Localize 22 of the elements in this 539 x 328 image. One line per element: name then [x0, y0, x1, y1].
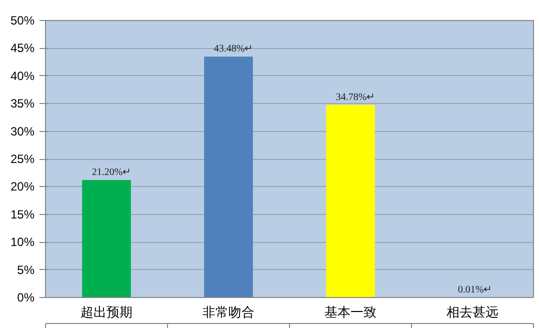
y-tick-label: 0% — [17, 290, 35, 304]
x-tick-label: 基本一致 — [324, 306, 376, 320]
data-label: 34.78%↵ — [336, 92, 375, 103]
y-tick-label: 25% — [10, 152, 35, 166]
x-tick-label: 非常吻合 — [202, 306, 254, 320]
data-label: 43.48%↵ — [214, 44, 253, 55]
x-tick-label: 超出预期 — [80, 306, 132, 320]
x-tick-label: 相去甚远 — [446, 306, 498, 320]
bar — [82, 180, 131, 298]
data-label: 0.01%↵ — [458, 284, 492, 296]
y-tick-label: 40% — [10, 68, 35, 83]
y-tick-label: 50% — [10, 14, 35, 28]
y-tick-label: 35% — [10, 96, 35, 111]
bar — [326, 104, 375, 298]
y-tick-label: 5% — [17, 262, 35, 277]
y-tick-label: 30% — [10, 124, 35, 138]
y-tick-label: 15% — [10, 207, 35, 222]
y-tick-label: 20% — [10, 180, 35, 194]
y-tick-label: 45% — [10, 41, 35, 56]
bar — [204, 56, 253, 298]
y-tick-label: 10% — [10, 235, 35, 250]
data-label: 21.20%↵ — [92, 167, 131, 178]
